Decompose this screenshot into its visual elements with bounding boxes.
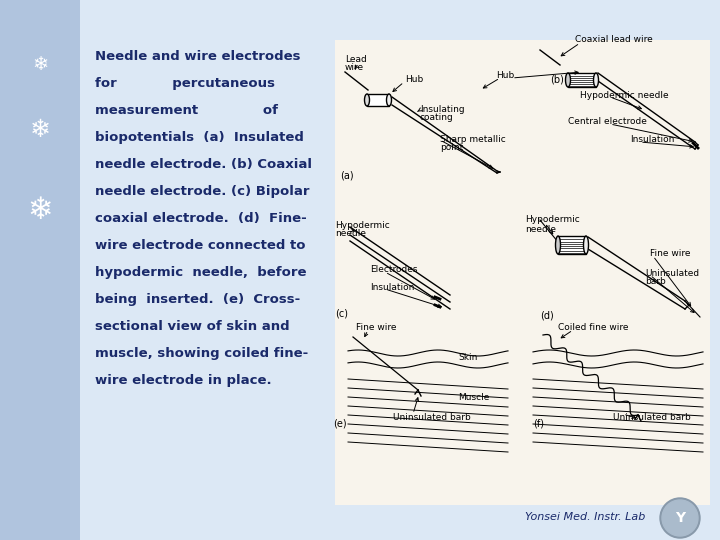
Text: ❄: ❄ bbox=[27, 196, 53, 225]
Text: (c): (c) bbox=[335, 308, 348, 318]
Text: Y: Y bbox=[675, 511, 685, 525]
Text: wire: wire bbox=[345, 63, 364, 71]
Text: biopotentials  (a)  Insulated: biopotentials (a) Insulated bbox=[95, 131, 304, 144]
Ellipse shape bbox=[556, 236, 560, 254]
Text: Coaxial lead wire: Coaxial lead wire bbox=[575, 36, 653, 44]
Text: (e): (e) bbox=[333, 418, 346, 428]
Text: Uninsulated barb: Uninsulated barb bbox=[393, 413, 471, 422]
Text: Uninsulated: Uninsulated bbox=[645, 268, 699, 278]
Text: muscle, showing coiled fine-: muscle, showing coiled fine- bbox=[95, 347, 308, 360]
Bar bbox=[0, 0, 80, 540]
Bar bbox=[335, 40, 710, 505]
Text: Fine wire: Fine wire bbox=[650, 248, 690, 258]
Text: needle electrode. (c) Bipolar: needle electrode. (c) Bipolar bbox=[95, 185, 310, 198]
Text: needle: needle bbox=[525, 225, 556, 233]
Circle shape bbox=[660, 498, 700, 538]
Text: (f): (f) bbox=[533, 418, 544, 428]
Text: Central electrode: Central electrode bbox=[568, 118, 647, 126]
Text: wire electrode connected to: wire electrode connected to bbox=[95, 239, 305, 252]
Ellipse shape bbox=[583, 236, 588, 254]
Text: Sharp metallic: Sharp metallic bbox=[440, 136, 505, 145]
Text: for            percutaneous: for percutaneous bbox=[95, 77, 275, 90]
Text: Lead: Lead bbox=[345, 56, 366, 64]
Text: Insulating: Insulating bbox=[420, 105, 464, 114]
Bar bbox=[80, 0, 720, 540]
Text: (a): (a) bbox=[340, 170, 354, 180]
Text: wire electrode in place.: wire electrode in place. bbox=[95, 374, 271, 387]
Text: sectional view of skin and: sectional view of skin and bbox=[95, 320, 289, 333]
Text: needle electrode. (b) Coaxial: needle electrode. (b) Coaxial bbox=[95, 158, 312, 171]
Ellipse shape bbox=[565, 73, 570, 87]
Text: (d): (d) bbox=[540, 310, 554, 320]
Bar bbox=[558, 236, 586, 254]
Text: Insulation: Insulation bbox=[370, 282, 415, 292]
Text: point: point bbox=[440, 144, 463, 152]
Text: Hypodermic needle: Hypodermic needle bbox=[580, 91, 669, 99]
Text: ❄: ❄ bbox=[32, 55, 48, 75]
Text: ❄: ❄ bbox=[30, 118, 50, 141]
Text: Fine wire: Fine wire bbox=[356, 322, 397, 332]
Text: coating: coating bbox=[420, 113, 454, 123]
Text: barb: barb bbox=[645, 278, 666, 287]
Text: Coiled fine wire: Coiled fine wire bbox=[558, 322, 629, 332]
Text: Uninsulated barb: Uninsulated barb bbox=[613, 413, 690, 422]
Text: Needle and wire electrodes: Needle and wire electrodes bbox=[95, 50, 300, 63]
Text: Hypodermic: Hypodermic bbox=[525, 215, 580, 225]
Text: Hub: Hub bbox=[405, 76, 423, 84]
Text: being  inserted.  (e)  Cross-: being inserted. (e) Cross- bbox=[95, 293, 300, 306]
Bar bbox=[568, 73, 596, 87]
Text: hypodermic  needle,  before: hypodermic needle, before bbox=[95, 266, 307, 279]
Text: Electrodes: Electrodes bbox=[370, 266, 418, 274]
Ellipse shape bbox=[364, 94, 369, 106]
Text: (b): (b) bbox=[550, 75, 564, 85]
Text: Muscle: Muscle bbox=[458, 393, 490, 402]
Text: coaxial electrode.  (d)  Fine-: coaxial electrode. (d) Fine- bbox=[95, 212, 307, 225]
Ellipse shape bbox=[593, 73, 598, 87]
Text: measurement              of: measurement of bbox=[95, 104, 278, 117]
Ellipse shape bbox=[387, 94, 392, 106]
Text: Hub: Hub bbox=[496, 71, 514, 79]
Text: Yonsei Med. Instr. Lab: Yonsei Med. Instr. Lab bbox=[525, 512, 645, 522]
Circle shape bbox=[662, 500, 698, 536]
Text: needle: needle bbox=[335, 230, 366, 239]
Bar bbox=[367, 94, 389, 106]
Text: Hypodermic: Hypodermic bbox=[335, 220, 390, 230]
Text: Insulation: Insulation bbox=[630, 136, 675, 145]
Text: Skin: Skin bbox=[458, 353, 477, 361]
